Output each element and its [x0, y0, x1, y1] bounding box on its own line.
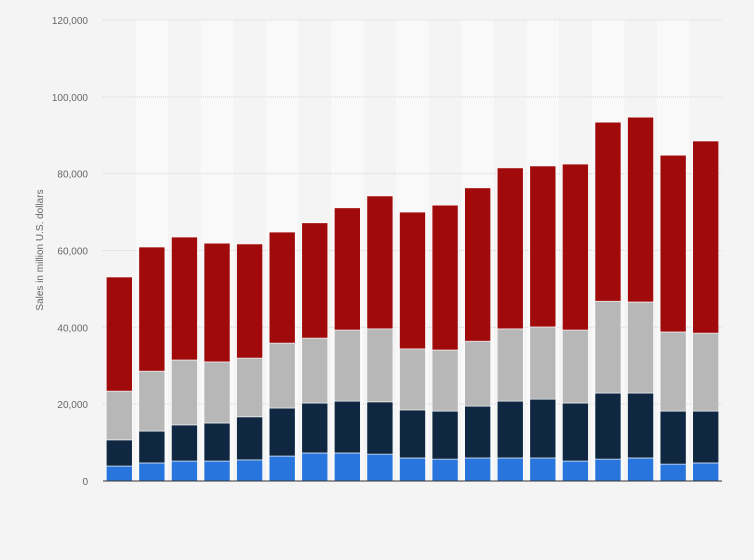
bar-segment-series-4-bar-19 [692, 140, 720, 334]
bar-segment-series-1-bar-6 [268, 455, 296, 482]
y-tick-label: 40,000 [57, 323, 88, 334]
y-tick-label: 60,000 [57, 247, 88, 258]
bar-segment-series-2-bar-7 [301, 402, 329, 454]
bar-segment-series-1-bar-4 [203, 460, 231, 482]
bar-segment-series-2-bar-14 [529, 398, 557, 459]
bar-segment-series-4-bar-7 [301, 222, 329, 339]
bar-segment-series-3-bar-9 [366, 328, 394, 403]
bar-segment-series-1-bar-19 [692, 462, 720, 482]
bar-segment-series-2-bar-4 [203, 422, 231, 462]
bar-segment-series-3-bar-16 [594, 300, 622, 394]
bar-segment-series-2-bar-6 [268, 407, 296, 457]
bar-segment-series-1-bar-8 [334, 452, 361, 482]
bar-segment-series-4-bar-3 [171, 236, 198, 361]
bar-segment-series-1-bar-5 [236, 459, 263, 482]
bar-segment-series-3-bar-8 [334, 329, 361, 402]
bar-segment-series-4-bar-15 [562, 163, 589, 331]
bar-segment-series-1-bar-13 [496, 457, 524, 482]
bar-segment-series-2-bar-3 [171, 424, 198, 462]
bar-segment-series-2-bar-10 [399, 409, 426, 459]
bar-segment-series-1-bar-9 [366, 453, 394, 482]
bar-segment-series-2-bar-16 [594, 392, 622, 460]
bar-segment-series-2-bar-11 [431, 410, 459, 460]
bar-segment-series-4-bar-12 [464, 187, 491, 342]
bar-segment-series-1-bar-7 [301, 452, 329, 482]
bar-segment-series-4-bar-10 [399, 211, 426, 350]
bar-segment-series-3-bar-19 [692, 332, 720, 412]
y-tick-label: 20,000 [57, 400, 88, 411]
bar-segment-series-3-bar-7 [301, 337, 329, 404]
y-tick-label: 120,000 [52, 16, 89, 27]
bar-segment-series-3-bar-5 [236, 357, 263, 418]
bar-segment-series-2-bar-8 [334, 400, 361, 454]
bar-segment-series-1-bar-10 [399, 457, 426, 482]
bar-segment-series-4-bar-2 [138, 246, 166, 372]
bar-segment-series-2-bar-12 [464, 405, 491, 459]
bar-segment-series-4-bar-11 [431, 204, 459, 351]
y-tick-label: 100,000 [52, 93, 89, 104]
bar-segment-series-4-bar-4 [203, 242, 231, 363]
bar-segment-series-1-bar-14 [529, 457, 557, 482]
bar-segment-series-3-bar-4 [203, 361, 231, 424]
bar-segment-series-2-bar-18 [659, 410, 687, 465]
bar-segment-series-4-bar-18 [659, 154, 687, 333]
bar-segment-series-4-bar-5 [236, 243, 263, 359]
bar-segment-series-4-bar-14 [529, 165, 557, 328]
bar-segment-series-2-bar-9 [366, 401, 394, 455]
bar-segment-series-3-bar-3 [171, 359, 198, 426]
bar-segment-series-1-bar-3 [171, 460, 198, 482]
bar-segment-series-3-bar-6 [268, 342, 296, 409]
bar-segment-series-2-bar-15 [562, 402, 589, 462]
bar-segment-series-4-bar-8 [334, 207, 361, 331]
bar-segment-series-3-bar-12 [464, 340, 491, 407]
y-tick-label: 80,000 [57, 170, 88, 181]
bars [105, 116, 720, 482]
bar-segment-series-1-bar-2 [138, 462, 166, 482]
bar-segment-series-1-bar-1 [105, 465, 133, 482]
bar-segment-series-4-bar-13 [496, 167, 524, 330]
bar-segment-series-2-bar-17 [627, 392, 654, 459]
bar-segment-series-3-bar-1 [105, 390, 133, 441]
bar-segment-series-3-bar-14 [529, 326, 557, 400]
bar-segment-series-4-bar-1 [105, 276, 133, 392]
bar-segment-series-3-bar-18 [659, 331, 687, 412]
bar-segment-series-2-bar-13 [496, 400, 524, 459]
bar-segment-series-3-bar-13 [496, 328, 524, 402]
bar-segment-series-4-bar-17 [627, 116, 654, 303]
bar-segment-series-2-bar-2 [138, 430, 166, 464]
y-tick-label: 0 [82, 477, 88, 488]
bar-segment-series-3-bar-2 [138, 370, 166, 432]
bar-segment-series-2-bar-19 [692, 410, 720, 464]
bar-segment-series-4-bar-6 [268, 231, 296, 344]
bar-segment-series-1-bar-16 [594, 458, 622, 482]
bar-segment-series-1-bar-11 [431, 458, 459, 482]
bar-segment-series-3-bar-15 [562, 329, 589, 404]
bar-segment-series-3-bar-17 [627, 301, 654, 394]
y-ticks: 0 20,000 40,000 60,000 80,000 100,000 120,000 [52, 16, 89, 488]
y-axis-label: Sales in million U.S. dollars [35, 189, 46, 310]
bar-segment-series-1-bar-15 [562, 460, 589, 482]
bar-segment-series-4-bar-9 [366, 195, 394, 330]
bar-segment-series-2-bar-5 [236, 416, 263, 461]
bar-segment-series-1-bar-12 [464, 457, 491, 482]
bar-segment-series-3-bar-10 [399, 348, 426, 411]
bar-segment-series-1-bar-18 [659, 463, 687, 482]
bar-segment-series-2-bar-1 [105, 439, 133, 467]
bar-segment-series-4-bar-16 [594, 121, 622, 302]
bar-segment-series-3-bar-11 [431, 349, 459, 412]
bar-segment-series-1-bar-17 [627, 457, 654, 482]
